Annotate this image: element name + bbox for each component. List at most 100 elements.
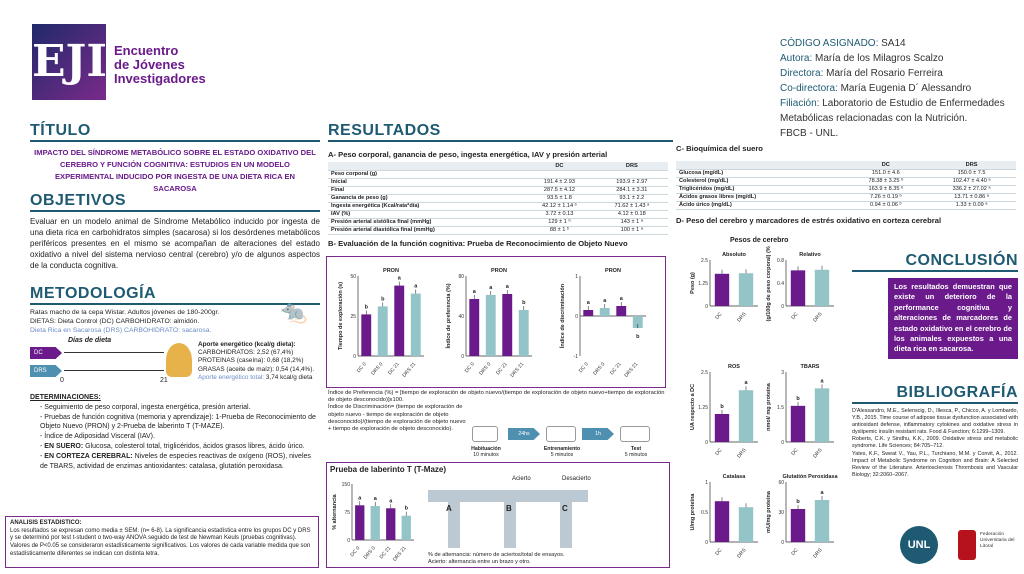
y-tick-label: 0.8 bbox=[777, 258, 784, 264]
det-2: - Pruebas de función cognitiva (memoria … bbox=[40, 413, 316, 431]
d-title: D- Peso del cerebro y marcadores de estr… bbox=[676, 215, 942, 225]
y-axis-label: Índice de preferencia (%) bbox=[444, 283, 452, 348]
chart-group: Catalasa U/mg proteína 0 0.5 1 DC DRS bbox=[690, 474, 758, 559]
table-a-row: Presión arterial diastólica final (mmHg)… bbox=[328, 226, 668, 235]
significance-letter: b bbox=[522, 300, 526, 306]
hab-label: Habituación bbox=[471, 446, 501, 452]
ref-3: Yates, K.F., Sweat V., Yau, P.L., Turchi… bbox=[852, 450, 1018, 478]
x-tick-label: DC bbox=[790, 447, 799, 457]
significance-letter: b bbox=[381, 296, 385, 302]
codirectora-value: María Eugenia D´ Alessandro bbox=[840, 83, 972, 94]
chart-title: TBARS bbox=[801, 364, 820, 370]
table-c-header: DC DRS bbox=[676, 161, 1016, 170]
table-a-header: DC DRS bbox=[328, 162, 668, 171]
y-axis-label: % alternancia bbox=[332, 493, 338, 529]
table-c-row: Glucosa (mg/dL) 151.0 ± 4.6 150.0 ± 7.5 bbox=[676, 169, 1016, 178]
y-tick-label: 80 bbox=[458, 274, 464, 280]
dias-label: Días de dieta bbox=[68, 337, 112, 344]
id-text: Índice de Discriminación= (tiempo de exp… bbox=[328, 404, 466, 433]
y-tick-label: 75 bbox=[344, 510, 350, 516]
x-tick-label: DC bbox=[790, 311, 799, 321]
drs-arrow: DRS bbox=[30, 365, 62, 377]
day-0: 0 bbox=[60, 377, 64, 384]
table-c: DC DRS Glucosa (mg/dL) 151.0 ± 4.6 150.0 ± … bbox=[676, 161, 1016, 210]
y-tick-label: 0 bbox=[575, 314, 578, 320]
dc-arrow: DC bbox=[30, 347, 62, 359]
det-4: - EN SUERO: Glucosa, colesterol total, t… bbox=[40, 442, 305, 450]
significance-letter: a bbox=[358, 495, 362, 501]
bar bbox=[518, 310, 529, 356]
titulo-text: IMPACTO DEL SÍNDROME METABÓLICO SOBRE EL… bbox=[34, 148, 316, 193]
x-tick-label: DRS 21 bbox=[401, 361, 417, 378]
significance-letter: b bbox=[636, 334, 640, 340]
bar bbox=[469, 299, 480, 356]
tmaze-panel bbox=[326, 462, 670, 568]
y-tick-label: 25 bbox=[350, 314, 356, 320]
significance-letter: a bbox=[620, 296, 624, 302]
logo-line2: de Jóvenes bbox=[114, 57, 185, 72]
autora-label: Autora: bbox=[780, 53, 813, 64]
chart-group: % alternancia 0 75 150 a DC 0 a DRS 0 a DC 21 b DRS… bbox=[332, 482, 414, 563]
y-tick-label: 0 bbox=[353, 354, 356, 360]
chart-group: PRON Índice de preferencia (%) 0 40 80 a DC 0 a… bbox=[444, 268, 532, 379]
x-tick-label: DC bbox=[790, 547, 799, 557]
x-tick-label: DRS bbox=[812, 311, 824, 323]
bar bbox=[714, 273, 730, 306]
tmaze-diagram: Acierto Desacierto A B C bbox=[428, 476, 591, 548]
day-21: 21 bbox=[160, 377, 168, 384]
bar bbox=[790, 405, 806, 442]
bar bbox=[790, 509, 806, 542]
x-tick-label: DRS 21 bbox=[392, 545, 408, 562]
significance-letter: a bbox=[744, 380, 748, 386]
y-axis-label: UA respecto a DC bbox=[690, 384, 696, 430]
directora-label: Directora: bbox=[780, 68, 824, 79]
ent-label: Entrenamiento bbox=[543, 446, 581, 452]
y-tick-label: 1 bbox=[575, 274, 578, 280]
significance-letter: a bbox=[820, 378, 824, 384]
significance-letter: a bbox=[587, 300, 591, 306]
x-tick-label: DC bbox=[714, 447, 723, 457]
bar bbox=[485, 295, 496, 356]
conclusion-box: Los resultados demuestran que existe un … bbox=[888, 278, 1018, 359]
x-tick-label: DRS bbox=[736, 447, 748, 459]
x-tick-label: DC 0 bbox=[356, 361, 368, 374]
y-axis-label: U/mg proteína bbox=[690, 493, 696, 531]
bar bbox=[502, 294, 513, 356]
tmaze-chart: % alternancia 0 75 150 a DC 0 a DRS 0 a DC 21 b DRS… bbox=[332, 482, 414, 563]
c-title: C- Bioquímica del suero bbox=[676, 144, 763, 153]
aporte-prot: PROTEINAS (caseína): 0,68 (18,2%) bbox=[198, 357, 304, 365]
x-tick-label: DRS 21 bbox=[623, 361, 639, 378]
bar bbox=[616, 306, 627, 316]
significance-letter: a bbox=[473, 289, 477, 295]
food-icon bbox=[166, 343, 192, 377]
institution: FBCB - UNL. bbox=[780, 128, 839, 139]
aporte-total-label: Aporte energético total: bbox=[198, 373, 265, 381]
significance-letter: a bbox=[414, 284, 418, 290]
y-tick-label: 3 bbox=[781, 370, 784, 376]
y-tick-label: 0.5 bbox=[701, 510, 708, 516]
x-tick-label: DRS 0 bbox=[592, 361, 606, 376]
y-tick-label: 1 bbox=[705, 480, 708, 486]
det-1: - Seguimiento de peso corporal, ingesta … bbox=[40, 403, 251, 411]
chart-title: Catalasa bbox=[723, 474, 747, 480]
metodo-p2: DIETAS: Dieta Control (DC) CARBOHIDRATO:… bbox=[30, 318, 200, 325]
chart-group: ROS UA respecto a DC 0 1.25 2.5 b DC a DRS bbox=[690, 364, 758, 459]
chart-title: Absoluto bbox=[722, 252, 746, 258]
chart-title: PRON bbox=[383, 268, 399, 274]
bar bbox=[355, 505, 365, 540]
y-axis-label: Peso (g) bbox=[690, 272, 696, 294]
x-tick-label: DC 21 bbox=[379, 545, 393, 560]
logo: EJI Encuentro de Jóvenes Investigadores bbox=[32, 24, 212, 104]
significance-letter: b bbox=[796, 396, 800, 402]
table-a-row: Final 287.5 ± 4.12 284.1 ± 3.31 bbox=[328, 186, 668, 195]
bar bbox=[814, 269, 830, 306]
table-a-row: Ingesta energética (Kcal/rata*día) 42.12 … bbox=[328, 202, 668, 211]
x-tick-label: DRS 0 bbox=[478, 361, 492, 376]
fed-logo: Federación Universitaria del Litoral bbox=[958, 530, 1018, 564]
hab-time: 10 minutos bbox=[473, 452, 499, 458]
filiacion-label: Filiación: bbox=[780, 98, 820, 109]
y-axis-label: Índice de discriminación bbox=[558, 283, 566, 348]
bar bbox=[714, 414, 730, 442]
chart-title: PRON bbox=[605, 268, 621, 274]
table-a-row: Inicial 191.4 ± 2.93 193.9 ± 2.97 bbox=[328, 178, 668, 187]
